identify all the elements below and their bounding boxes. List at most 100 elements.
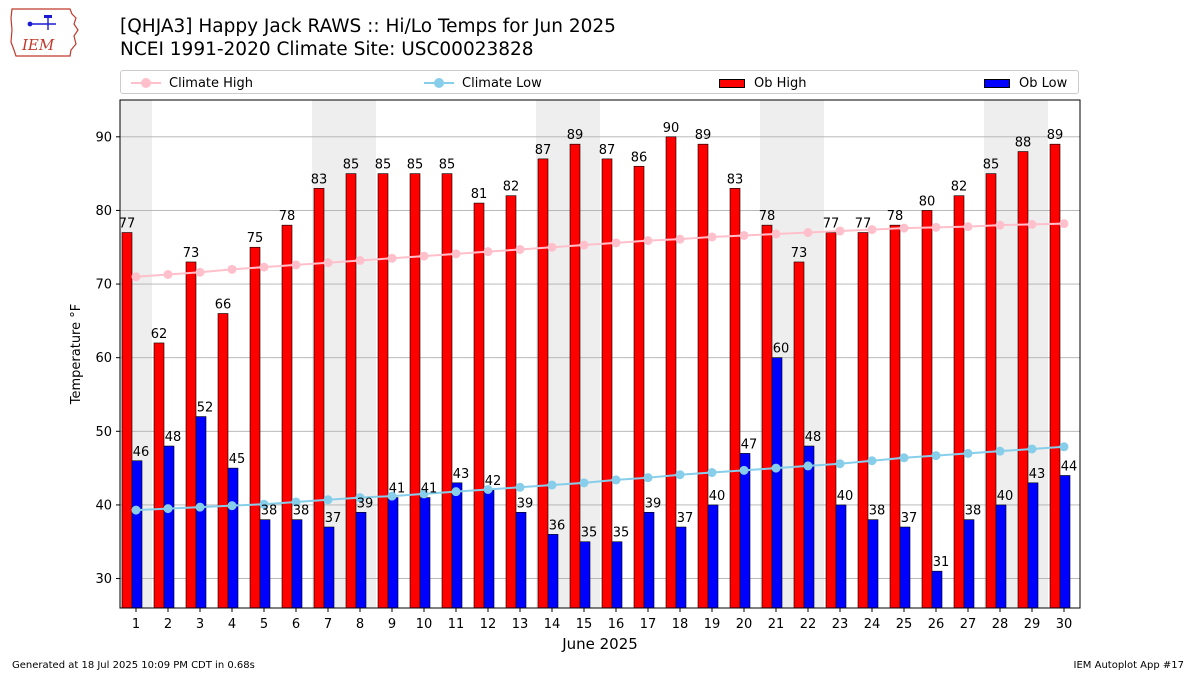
climate-high-point (675, 234, 685, 244)
x-tick-label: 10 (416, 617, 433, 632)
bar-ob-low (259, 519, 271, 609)
data-label-ob-high: 85 (439, 158, 456, 173)
x-tick-label: 2 (164, 617, 172, 632)
climate-high-point (1027, 219, 1037, 229)
climate-high-point (259, 262, 269, 272)
climate-high-point (707, 232, 717, 242)
x-tick-label: 18 (672, 617, 689, 632)
bar-ob-low (291, 519, 303, 609)
data-label-ob-low: 35 (613, 526, 630, 541)
climate-low-swatch (424, 78, 454, 88)
climate-low-point (707, 468, 717, 478)
bar-ob-low (515, 511, 527, 609)
climate-low-point (419, 489, 429, 499)
climate-low-point (803, 461, 813, 471)
climate-high-point (419, 251, 429, 261)
bar-ob-low (867, 519, 879, 609)
climate-lines (131, 219, 1069, 515)
data-label-ob-low: 37 (325, 511, 342, 526)
data-labels: 77 62 73 66 75 78 83 85 85 85 85 81 82 87 89 87 86 90 89 83… (119, 121, 1078, 570)
data-label-ob-high: 86 (631, 150, 648, 165)
data-label-ob-low: 37 (677, 511, 694, 526)
x-tick-label: 30 (1056, 617, 1073, 632)
climate-low-point (291, 497, 301, 507)
bar-ob-high (281, 224, 293, 609)
bar-ob-low (419, 497, 431, 609)
climate-high-point (579, 240, 589, 250)
generated-timestamp: Generated at 18 Jul 2025 10:09 PM CDT in… (12, 660, 255, 671)
bar-ob-high (121, 232, 133, 609)
data-label-ob-high: 80 (919, 194, 936, 209)
data-label-ob-low: 38 (261, 504, 278, 519)
data-label-ob-high: 78 (759, 209, 776, 224)
bar-ob-high (345, 173, 357, 609)
data-label-ob-high: 89 (1047, 128, 1064, 143)
bar-ob-high (473, 202, 485, 609)
bar-ob-low (547, 534, 559, 609)
legend-label-ob-low: Ob Low (1019, 75, 1068, 91)
climate-high-point (803, 228, 813, 238)
climate-low-point (1027, 444, 1037, 454)
chart-subtitle: NCEI 1991-2020 Climate Site: USC00023828 (120, 39, 534, 60)
climate-low-point (1059, 442, 1069, 452)
bar-ob-low (643, 511, 655, 609)
climate-low-point (963, 448, 973, 458)
data-label-ob-high: 81 (471, 187, 488, 202)
climate-high-point (355, 255, 365, 265)
climate-high-point (835, 226, 845, 236)
bar-ob-high (409, 173, 421, 609)
bar-ob-high (985, 173, 997, 609)
data-label-ob-high: 90 (663, 121, 680, 136)
climate-high-point (323, 258, 333, 268)
bar-ob-low (483, 489, 495, 609)
climate-low-point (867, 456, 877, 466)
ob-high-swatch (719, 78, 745, 88)
bar-ob-high (217, 313, 229, 609)
climate-high-point (739, 230, 749, 240)
bar-ob-high (313, 188, 325, 609)
climate-low-point (259, 499, 269, 509)
climate-low-point (227, 501, 237, 511)
ob-low-swatch (984, 78, 1010, 88)
chart-legend: Climate High Climate Low Ob High Ob Low (120, 70, 1079, 94)
x-tick-label: 5 (260, 617, 268, 632)
bar-ob-high (665, 136, 677, 609)
data-label-ob-low: 40 (997, 489, 1014, 504)
climate-low-point (195, 502, 205, 512)
data-label-ob-high: 89 (695, 128, 712, 143)
bar-ob-high (1049, 143, 1061, 609)
data-label-ob-high: 73 (183, 246, 200, 261)
data-label-ob-high: 85 (375, 158, 392, 173)
climate-low-point (355, 493, 365, 503)
climate-low-point (771, 463, 781, 473)
x-tick-label: 27 (960, 617, 977, 632)
x-tick-label: 24 (864, 617, 881, 632)
data-label-ob-low: 31 (933, 555, 950, 570)
y-tick-label: 50 (95, 425, 112, 440)
bar-ob-low (323, 526, 335, 609)
data-label-ob-high: 73 (791, 246, 808, 261)
bar-ob-low (387, 497, 399, 609)
y-tick-label: 70 (95, 278, 112, 293)
x-tick-label: 6 (292, 617, 300, 632)
x-tick-label: 13 (512, 617, 529, 632)
data-label-ob-high: 78 (887, 209, 904, 224)
bar-ob-low (195, 416, 207, 609)
climate-high-point (451, 249, 461, 259)
climate-high-point (131, 272, 141, 282)
data-label-ob-high: 87 (599, 143, 616, 158)
bar-ob-low (131, 460, 143, 609)
data-label-ob-low: 36 (549, 518, 566, 533)
legend-item-climate-low: Climate Low (424, 74, 542, 92)
bar-ob-low (1027, 482, 1039, 609)
x-tick-label: 26 (928, 617, 945, 632)
bar-ob-low (835, 504, 847, 609)
legend-item-ob-low: Ob Low (984, 74, 1067, 92)
climate-low-point (483, 484, 493, 494)
data-label-ob-low: 38 (869, 504, 886, 519)
x-tick-label: 14 (544, 617, 561, 632)
x-tick-label: 12 (480, 617, 497, 632)
bar-ob-low (995, 504, 1007, 609)
x-tick-label: 1 (132, 617, 140, 632)
